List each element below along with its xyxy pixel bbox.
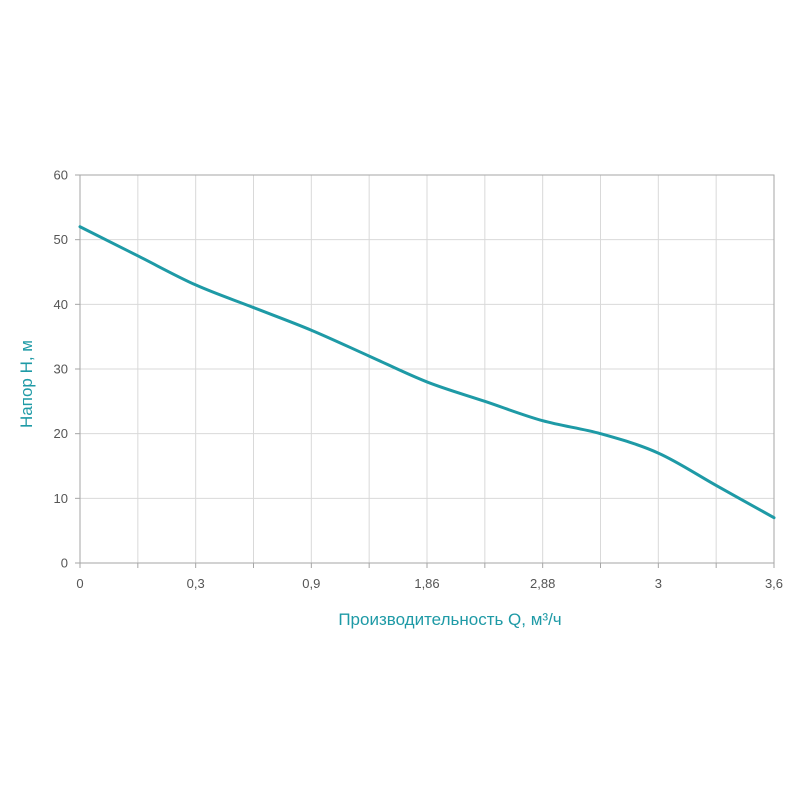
x-axis-title: Производительность Q, м³/ч: [338, 610, 561, 629]
y-tick-label: 10: [54, 491, 68, 506]
x-tick-label: 1,86: [414, 576, 439, 591]
x-tick-label: 3,6: [765, 576, 783, 591]
x-tick-label: 2,88: [530, 576, 555, 591]
y-tick-label: 20: [54, 426, 68, 441]
x-tick-label: 0: [76, 576, 83, 591]
x-tick-label: 3: [655, 576, 662, 591]
x-tick-label: 0,9: [302, 576, 320, 591]
head-flow-curve: [78, 225, 776, 520]
y-tick-label: 60: [54, 168, 68, 183]
y-axis-title: Напор H, м: [17, 340, 36, 428]
x-axis-ticks: 0 0,3 0,9 1,86 2,88 3 3,6: [76, 563, 783, 591]
y-tick-label: 0: [61, 556, 68, 571]
grid: [80, 175, 774, 563]
y-tick-label: 50: [54, 232, 68, 247]
x-tick-label: 0,3: [187, 576, 205, 591]
y-tick-label: 30: [54, 362, 68, 377]
y-tick-label: 40: [54, 297, 68, 312]
y-axis-ticks: 0 10 20 30 40 50 60: [54, 168, 80, 571]
